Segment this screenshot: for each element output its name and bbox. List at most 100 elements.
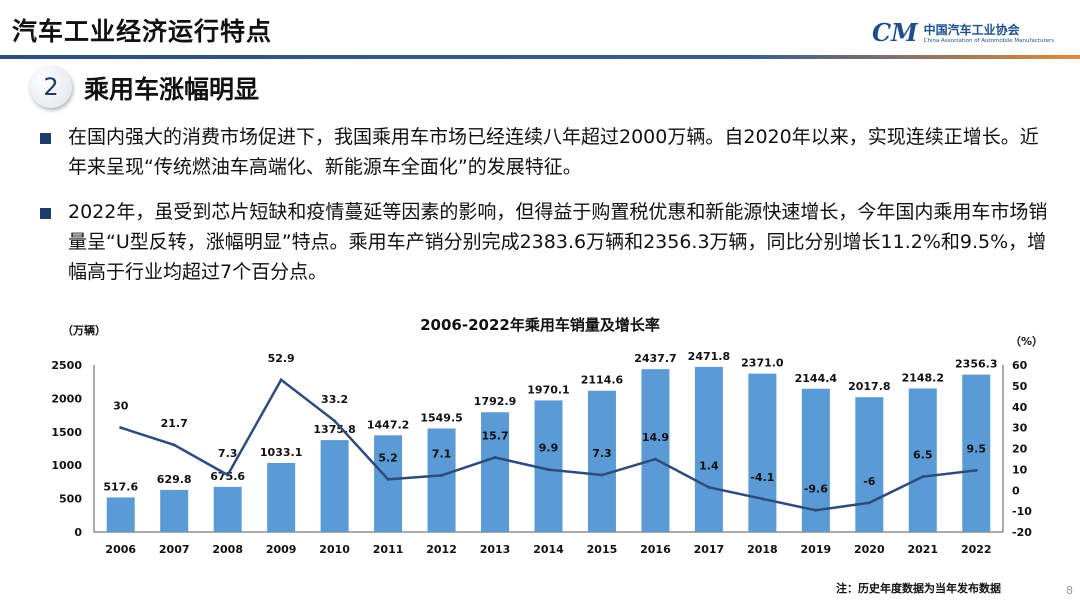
bar-label: 1447.2: [367, 418, 409, 431]
y2-tick-label: 10: [1012, 463, 1028, 476]
y2-tick-label: 60: [1012, 359, 1028, 372]
y2-tick-label: 40: [1012, 401, 1028, 414]
line-label: -6: [863, 475, 876, 488]
logo-mark-icon: CM: [872, 18, 918, 47]
growth-point-2017: [707, 485, 711, 489]
line-label: -4.1: [750, 471, 774, 484]
bar-label: 2437.7: [634, 352, 676, 365]
x-tick-label: 2017: [694, 543, 725, 556]
y-axis-label: （万辆）: [62, 323, 106, 337]
bar-2017: [694, 366, 723, 532]
x-tick-label: 2013: [480, 543, 511, 556]
bar-label: 1033.1: [260, 446, 302, 459]
y2-tick-label: -10: [1012, 505, 1032, 518]
x-tick-label: 2010: [319, 543, 350, 556]
x-tick-label: 2018: [747, 543, 778, 556]
x-tick-label: 2019: [801, 543, 832, 556]
bar-2022: [962, 374, 991, 532]
y2-tick-label: 0: [1012, 484, 1020, 497]
section-title: 乘用车涨幅明显: [84, 75, 260, 104]
bar-2006: [106, 497, 135, 532]
bullet-square-icon: [40, 208, 51, 219]
x-tick-label: 2022: [961, 543, 992, 556]
bullet-1: 在国内强大的消费市场促进下，我国乘用车市场已经连续八年超过2000万辆。自202…: [40, 122, 1050, 182]
bullet-square-icon: [40, 133, 51, 144]
bar-2018: [748, 373, 777, 532]
slide-title: 汽车工业经济运行特点: [12, 17, 273, 46]
y-tick-label: 2000: [51, 392, 82, 405]
bar-2007: [160, 489, 189, 532]
bar-label: 1970.1: [527, 383, 569, 396]
logo-en: China Association of Automobile Manufact…: [923, 38, 1055, 44]
line-label: 5.2: [378, 451, 398, 464]
bar-label: 1375.8: [313, 423, 355, 436]
line-label: 33.2: [321, 393, 348, 406]
bar-label: 1549.5: [420, 411, 462, 424]
x-tick-label: 2011: [373, 543, 404, 556]
bar-2013: [481, 412, 510, 532]
y-tick-label: 500: [59, 493, 82, 506]
y2-tick-label: 30: [1012, 422, 1028, 435]
x-tick-label: 2015: [587, 543, 618, 556]
y2-tick-label: 20: [1012, 443, 1028, 456]
bar-2012: [427, 428, 456, 532]
x-tick-label: 2006: [105, 543, 136, 556]
y-tick-label: 1500: [51, 426, 82, 439]
x-tick-label: 2016: [640, 543, 671, 556]
bar-2020: [855, 397, 884, 532]
growth-point-2020: [867, 501, 871, 505]
x-tick-label: 2008: [212, 543, 243, 556]
bar-2011: [374, 435, 403, 532]
x-tick-label: 2007: [159, 543, 190, 556]
y2-tick-label: 50: [1012, 380, 1028, 393]
y-tick-label: 2500: [51, 359, 82, 372]
growth-point-2016: [653, 457, 657, 461]
bar-2009: [267, 462, 296, 532]
growth-point-2009: [279, 378, 283, 382]
growth-point-2019: [814, 508, 818, 512]
line-label: 6.5: [913, 449, 933, 462]
line-label: 9.9: [539, 442, 559, 455]
growth-point-2007: [172, 443, 176, 447]
growth-point-2010: [333, 419, 337, 423]
line-label: 7.3: [218, 447, 238, 460]
line-label: 15.7: [481, 429, 508, 442]
growth-point-2013: [493, 455, 497, 459]
footnote: 注：历史年度数据为当年发布数据: [836, 582, 1001, 595]
x-tick-label: 2014: [533, 543, 564, 556]
bar-2015: [587, 390, 616, 532]
y2-tick-label: -20: [1012, 526, 1032, 539]
bar-label: 2017.8: [848, 380, 890, 393]
growth-point-2011: [386, 477, 390, 481]
bar-label: 2471.8: [688, 350, 730, 363]
x-tick-label: 2012: [426, 543, 457, 556]
line-label: 7.1: [432, 447, 452, 460]
bar-label: 2356.3: [955, 358, 997, 371]
y-tick-label: 0: [74, 526, 82, 539]
line-label: 1.4: [699, 459, 719, 472]
bar-2021: [908, 388, 937, 532]
growth-point-2014: [547, 468, 550, 472]
bullet-2: 2022年，虽受到芯片短缺和疫情蔓延等因素的影响，但得益于购置税优惠和新能源快速…: [40, 197, 1050, 287]
line-label: 7.3: [592, 447, 612, 460]
chart-title: 2006-2022年乘用车销量及增长率: [420, 316, 660, 334]
bar-label: 1792.9: [474, 395, 516, 408]
bar-label: 2371.0: [741, 357, 784, 370]
line-label: -9.6: [804, 482, 828, 495]
line-label: 30: [113, 400, 129, 413]
line-label: 52.9: [268, 352, 295, 365]
growth-point-2006: [119, 426, 123, 430]
growth-point-2008: [226, 473, 230, 477]
y-tick-label: 1000: [51, 459, 82, 472]
page-number: 8: [1066, 584, 1073, 597]
growth-point-2018: [760, 497, 764, 501]
line-label: 14.9: [642, 431, 669, 444]
bar-2008: [213, 486, 242, 532]
growth-point-2021: [921, 475, 925, 479]
section-number: 2: [30, 66, 72, 108]
line-label: 21.7: [161, 417, 188, 430]
header-divider: [0, 55, 1080, 59]
growth-point-2012: [440, 473, 444, 477]
logo: CM 中国汽车工业协会 China Association of Automobi…: [872, 18, 1054, 47]
